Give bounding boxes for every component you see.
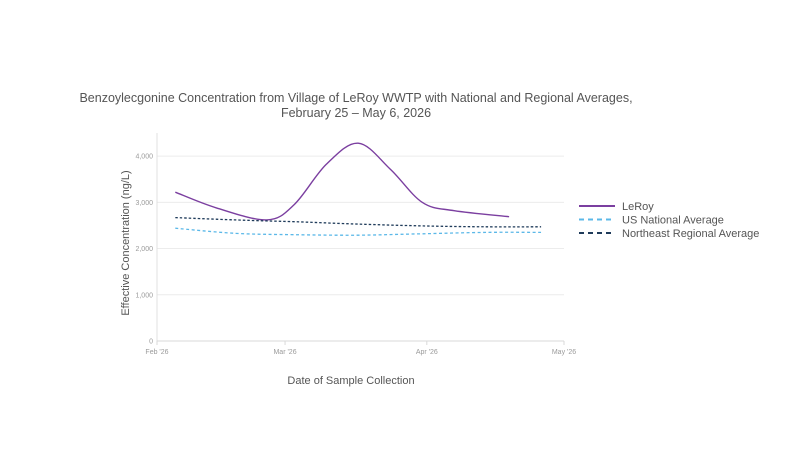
x-axis-label: Date of Sample Collection (287, 375, 414, 387)
chart-title-line-1: Benzoylecgonine Concentration from Villa… (79, 91, 632, 105)
x-tick-label: Feb '26 (145, 349, 168, 356)
grid-lines (157, 155, 564, 296)
y-tick-label: 1,000 (135, 292, 153, 299)
y-tick-label: 3,000 (135, 200, 153, 207)
y-axis-label: Effective Concentration (ng/L) (120, 170, 132, 315)
y-tick-labels: 0 1,000 2,000 3,000 4,000 (135, 154, 153, 346)
chart-title-line-2: February 25 – May 6, 2026 (281, 106, 431, 120)
y-tick-label: 2,000 (135, 246, 153, 253)
x-tick-label: May '26 (552, 349, 576, 356)
x-tick-label: Apr '26 (416, 349, 438, 356)
series-lines (175, 142, 542, 236)
y-tick-label: 4,000 (135, 154, 153, 161)
legend-label-us-national-average: US National Average (622, 215, 724, 227)
series-line-northeast-regional-average (175, 216, 542, 228)
x-tick-labels: Feb '26 Mar '26 Apr '26 May '26 (145, 349, 576, 356)
legend-label-northeast-regional-average: Northeast Regional Average (622, 228, 759, 240)
series-line-us-national-average (175, 227, 542, 236)
series-line-leroy (175, 142, 510, 221)
axes (156, 133, 565, 345)
y-tick-label: 0 (149, 339, 153, 346)
legend-label-leroy: LeRoy (622, 201, 654, 213)
x-tick-label: Mar '26 (273, 349, 296, 356)
